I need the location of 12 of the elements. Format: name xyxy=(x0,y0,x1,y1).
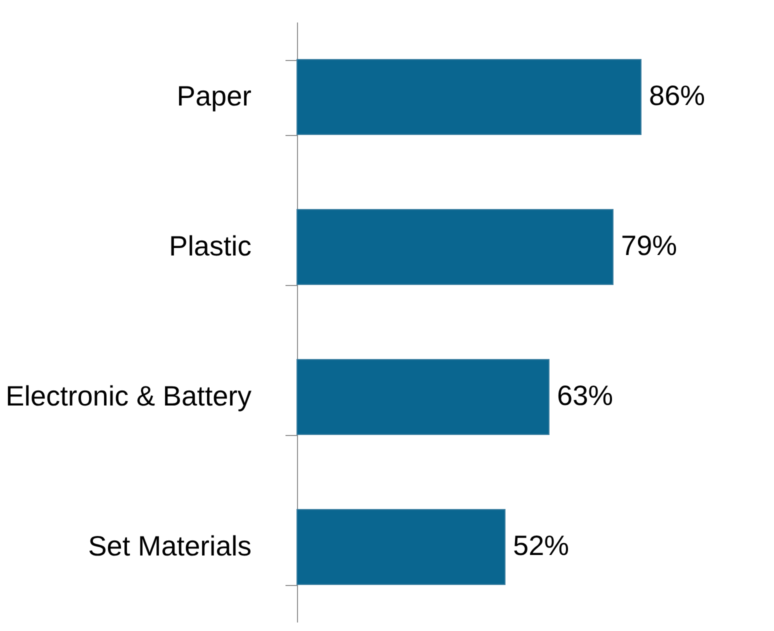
bar xyxy=(296,209,614,285)
data-label: 86% xyxy=(649,80,706,111)
bar xyxy=(296,359,550,435)
data-label: 52% xyxy=(513,530,570,561)
y-tick-label: Set Materials xyxy=(88,530,252,562)
y-tick-label: Electronic & Battery xyxy=(6,380,252,412)
bar xyxy=(296,509,506,585)
y-tick-label: Plastic xyxy=(169,230,252,262)
y-tick-label: Paper xyxy=(176,80,252,112)
data-label: 79% xyxy=(621,230,678,261)
data-label: 63% xyxy=(557,380,614,411)
bar xyxy=(296,59,642,135)
